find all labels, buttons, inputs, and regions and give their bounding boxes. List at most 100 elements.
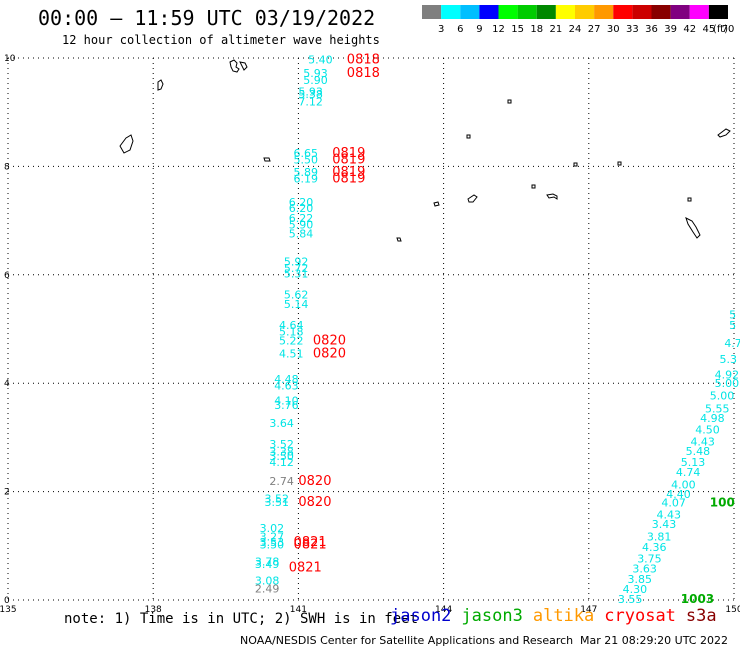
data-point-label-jason2: 5.40 xyxy=(308,54,333,67)
island-outline xyxy=(467,194,478,203)
legend-s3a: s3a xyxy=(685,606,717,626)
generated-timestamp: Mar 21 08:29:20 UTC 2022 xyxy=(580,634,728,647)
data-point-label-jason2: 5.38 xyxy=(298,88,323,101)
data-point-label-jason2-east: 4.50 xyxy=(695,423,720,436)
colorbar-label: 12 xyxy=(492,24,505,35)
colorbar-swatch xyxy=(460,5,480,19)
data-point-label-jason2: 5.90 xyxy=(303,74,328,87)
data-point-label-cryosat: 0820 xyxy=(313,346,346,361)
data-point-label-jason2-east: 5.00 xyxy=(710,390,735,403)
legend-jason3: jason3 xyxy=(461,606,523,626)
data-point-label-jason2: 5.84 xyxy=(289,228,314,241)
colorbar-label: 39 xyxy=(664,24,677,35)
legend-altika: altika xyxy=(532,606,595,626)
data-point-label-jason2: 3.08 xyxy=(255,574,280,587)
data-point-label-jason2: 5.14 xyxy=(284,298,309,311)
data-point-label-jason2-east: 5.48 xyxy=(686,445,711,458)
island-outline xyxy=(687,197,692,202)
coastline-outlines xyxy=(119,59,731,242)
colorbar-swatch xyxy=(498,5,518,19)
data-point-label-jason2-east: 4.74 xyxy=(676,466,701,479)
data-point-label-jason2: 3.53 xyxy=(260,536,285,549)
data-point-label-jason2-east: 4.43 xyxy=(657,508,682,521)
data-point-label-jason2-east: 3.85 xyxy=(628,573,653,586)
data-point-label-jason2-east: 4.36 xyxy=(642,541,667,554)
data-point-label-jason3: 100 xyxy=(710,495,735,509)
satellite-legend: jason2 jason3 altika cryosat s3a xyxy=(390,606,727,626)
data-point-label-jason2-east: 5.13 xyxy=(681,456,706,469)
y-tick-label: 10 xyxy=(4,54,16,64)
data-point-label-jason2: 3.38 xyxy=(269,445,294,458)
colorbar-label: 15 xyxy=(511,24,524,35)
island-outline xyxy=(119,134,134,154)
colorbar-label: 70 xyxy=(722,24,735,35)
data-labels: 5.405.935.905.935.387.126.655.505.896.19… xyxy=(255,53,740,606)
y-tick-label: 4 xyxy=(4,379,10,389)
colorbar-label: 21 xyxy=(550,24,563,35)
colorbar-swatch xyxy=(670,5,690,19)
data-point-label-jason2: 3.64 xyxy=(269,417,294,430)
colorbar-swatch xyxy=(708,5,728,19)
page-title: 00:00 – 11:59 UTC 03/19/2022 xyxy=(38,6,376,30)
grid xyxy=(7,57,735,601)
data-point-label-cryosat: 0819 xyxy=(332,146,365,161)
colorbar-label: 9 xyxy=(476,24,482,35)
data-point-label-jason2: 4.10 xyxy=(274,395,299,408)
credit-text: NOAA/NESDIS Center for Satellite Applica… xyxy=(240,634,574,647)
data-point-label-jason2: 4.51 xyxy=(279,347,304,360)
colorbar-swatch xyxy=(594,5,614,19)
colorbar-label: 27 xyxy=(588,24,601,35)
island-outline xyxy=(685,217,701,239)
colorbar-label: 18 xyxy=(530,24,543,35)
data-point-label-jason2-gray: 2.74 xyxy=(269,475,294,488)
data-point-label-jason2-east: 5.55 xyxy=(705,403,730,416)
island-outline xyxy=(466,134,471,139)
colorbar-swatch xyxy=(422,5,442,19)
data-point-label-jason2-east: 5.00 xyxy=(715,377,740,390)
data-point-label-jason2: 5.92 xyxy=(284,255,309,268)
data-point-label-jason2-east: 3.43 xyxy=(652,518,677,531)
island-outline xyxy=(617,161,622,166)
data-point-label-jason2-east: 4.92 xyxy=(715,369,740,382)
axis-tick-labels: 135 138 141 144 147 150 0 2 4 6 8 10 xyxy=(0,54,740,615)
page-subtitle: 12 hour collection of altimeter wave hei… xyxy=(62,33,380,47)
data-point-label-jason2-east: 4.40 xyxy=(666,488,691,501)
data-point-label-jason2: 7.12 xyxy=(298,95,323,108)
x-tick-label: 138 xyxy=(145,605,162,615)
data-point-label-jason2-east: 4.30 xyxy=(623,583,648,596)
data-point-label-jason2: 5.22 xyxy=(279,334,304,347)
data-point-label-jason2: 3.76 xyxy=(274,399,299,412)
data-point-label-cryosat: 0819 xyxy=(332,171,365,186)
data-point-label-jason2-east: 3.63 xyxy=(632,563,657,576)
x-tick-label: 150 xyxy=(725,605,740,615)
data-point-label-cryosat: 0820 xyxy=(298,495,331,510)
data-point-label-jason2: 5.90 xyxy=(289,218,314,231)
colorbar-label: 42 xyxy=(683,24,696,35)
data-point-label-jason2: 6.22 xyxy=(289,212,314,225)
data-point-label-jason2-east: 5 xyxy=(729,308,736,321)
data-point-label-cryosat: 0821 xyxy=(294,535,327,550)
island-outline xyxy=(546,193,558,200)
data-point-label-jason2-east: 3.81 xyxy=(647,531,672,544)
data-point-label-jason2: 4.63 xyxy=(274,379,299,392)
data-point-label-jason2: 5.18 xyxy=(279,326,304,339)
y-tick-label: 2 xyxy=(4,488,10,498)
colorbar-label: 6 xyxy=(457,24,463,35)
data-point-label-jason2-east: 4.98 xyxy=(700,412,725,425)
data-point-label-jason2-east: 3.75 xyxy=(637,552,662,565)
data-point-label-cryosat: 0819 xyxy=(332,152,365,167)
data-point-label-jason2-east: 4.07 xyxy=(661,496,686,509)
colorbar-unit: (ft) xyxy=(713,24,728,35)
data-point-label-jason2: 3.02 xyxy=(260,522,285,535)
colorbar-swatch xyxy=(479,5,499,19)
data-point-label-jason2-east: 3.55 xyxy=(618,593,643,606)
data-point-label-cryosat: 0818 xyxy=(347,53,380,68)
colorbar-swatch xyxy=(555,5,575,19)
data-point-label-jason2: 4.12 xyxy=(269,456,294,469)
data-point-label-jason2: 3.27 xyxy=(260,531,285,544)
data-point-label-cryosat: 0821 xyxy=(294,538,327,553)
data-point-label-jason2: 4.64 xyxy=(279,319,304,332)
data-point-label-jason2: 5.72 xyxy=(284,262,309,275)
